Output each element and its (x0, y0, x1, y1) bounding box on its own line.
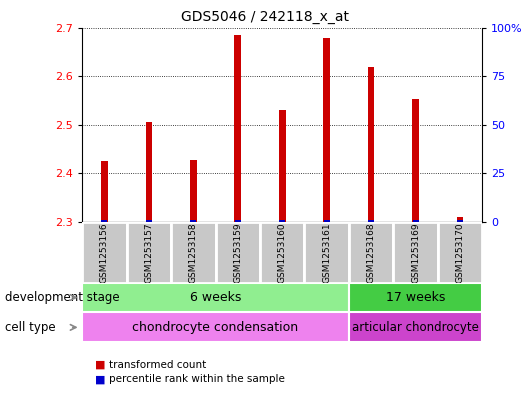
Text: chondrocyte condensation: chondrocyte condensation (132, 321, 298, 334)
Text: GSM1253169: GSM1253169 (411, 222, 420, 283)
Bar (412, 99, 419, 222)
Text: GSM1253160: GSM1253160 (278, 222, 287, 283)
Bar (457, 220, 463, 222)
Text: ■: ■ (95, 374, 106, 384)
FancyBboxPatch shape (82, 222, 127, 283)
Text: GSM1253157: GSM1253157 (144, 222, 153, 283)
Bar (324, 220, 330, 222)
Bar (101, 161, 108, 222)
Bar (101, 220, 108, 222)
Text: articular chondrocyte: articular chondrocyte (352, 321, 479, 334)
Text: 17 weeks: 17 weeks (386, 291, 445, 304)
Text: GDS5046 / 242118_x_at: GDS5046 / 242118_x_at (181, 10, 349, 24)
Bar (457, 217, 463, 222)
Text: GSM1253158: GSM1253158 (189, 222, 198, 283)
Text: GSM1253168: GSM1253168 (367, 222, 376, 283)
FancyBboxPatch shape (127, 222, 171, 283)
Bar (190, 220, 196, 222)
FancyBboxPatch shape (82, 312, 349, 342)
Text: percentile rank within the sample: percentile rank within the sample (109, 374, 285, 384)
FancyBboxPatch shape (438, 222, 482, 283)
FancyBboxPatch shape (349, 222, 393, 283)
Text: GSM1253170: GSM1253170 (456, 222, 465, 283)
Bar (368, 67, 375, 222)
Text: ■: ■ (95, 360, 106, 370)
Text: development stage: development stage (5, 291, 120, 304)
Bar (368, 220, 374, 222)
Text: cell type: cell type (5, 321, 56, 334)
Bar (190, 160, 197, 222)
Bar (413, 220, 419, 222)
FancyBboxPatch shape (349, 312, 482, 342)
Text: 6 weeks: 6 weeks (190, 291, 241, 304)
Text: GSM1253156: GSM1253156 (100, 222, 109, 283)
FancyBboxPatch shape (82, 283, 349, 312)
Bar (323, 38, 330, 222)
FancyBboxPatch shape (216, 222, 260, 283)
FancyBboxPatch shape (349, 283, 482, 312)
FancyBboxPatch shape (393, 222, 438, 283)
Bar (279, 110, 286, 222)
Text: transformed count: transformed count (109, 360, 206, 370)
Text: GSM1253161: GSM1253161 (322, 222, 331, 283)
FancyBboxPatch shape (171, 222, 216, 283)
FancyBboxPatch shape (304, 222, 349, 283)
Bar (235, 220, 241, 222)
Text: GSM1253159: GSM1253159 (233, 222, 242, 283)
Bar (234, 35, 241, 222)
FancyBboxPatch shape (260, 222, 304, 283)
Bar (279, 220, 285, 222)
Bar (146, 220, 152, 222)
Bar (146, 122, 152, 222)
